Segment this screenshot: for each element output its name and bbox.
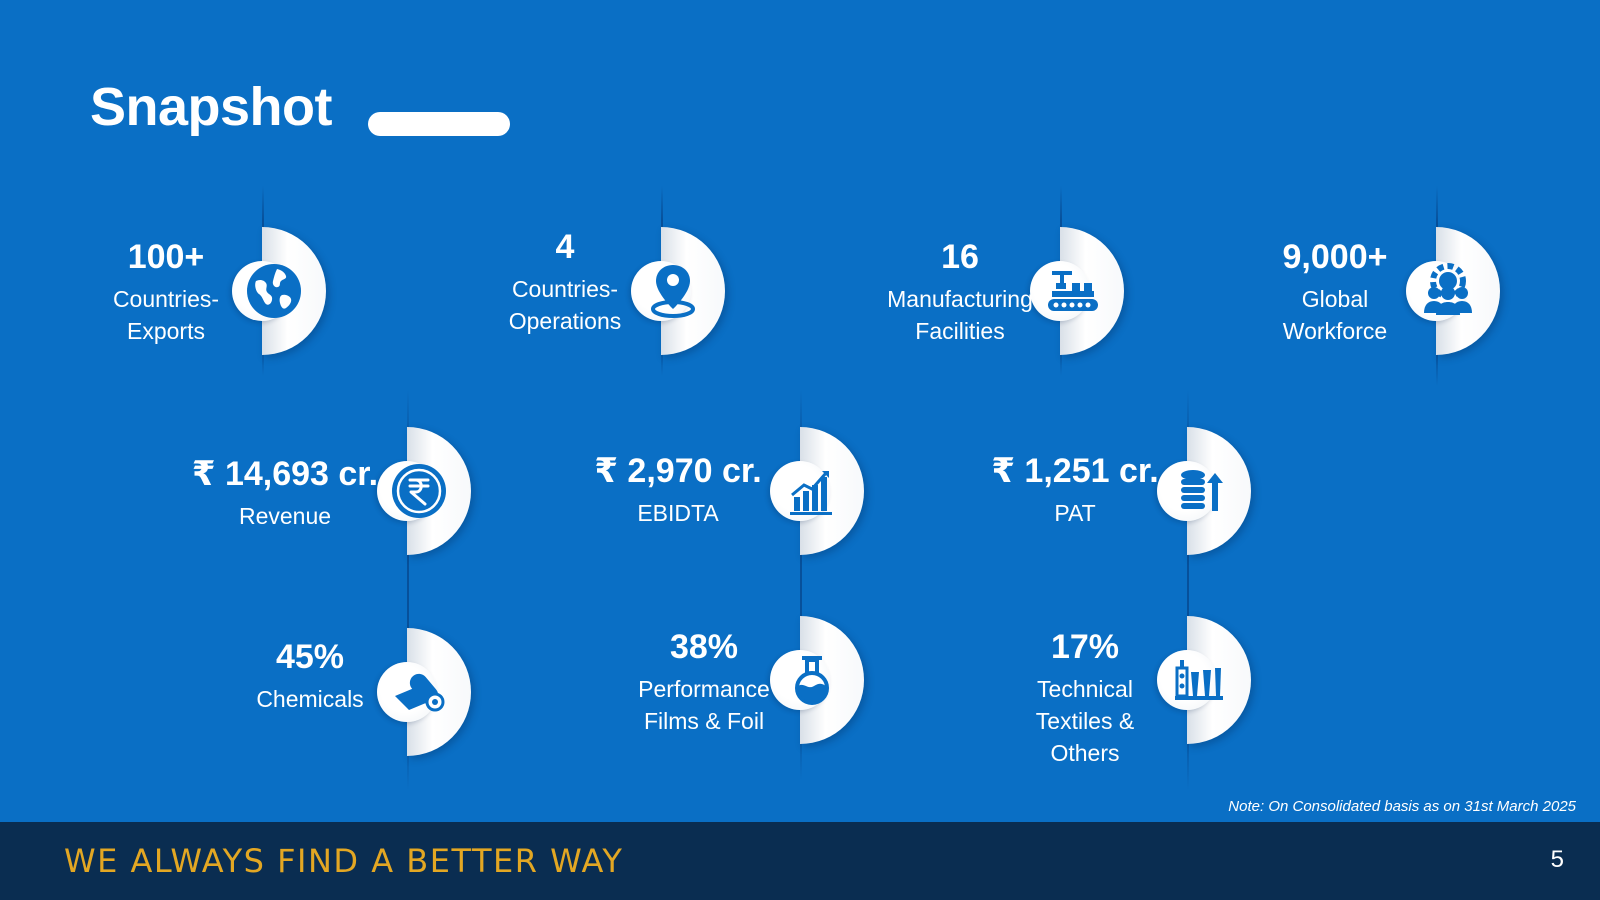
stat-performance-films-foil: 38% Performance Films & Foil — [604, 628, 804, 737]
globe-icon — [240, 257, 308, 325]
growth-chart-icon — [778, 457, 846, 525]
stat-value: ₹ 2,970 cr. — [594, 452, 762, 490]
icon-badge — [377, 628, 471, 756]
stat-value: 9,000+ — [1282, 238, 1388, 276]
stat-label: Countries- — [511, 276, 619, 303]
icon-badge — [1406, 227, 1500, 355]
icon-badge — [1157, 616, 1251, 744]
stat-value: 16 — [941, 238, 979, 276]
stat-global-workforce: 9,000+ Global Workforce — [1240, 238, 1430, 347]
stat-label: EBIDTA — [637, 500, 719, 527]
stat-label: Operations — [508, 308, 622, 335]
stat-label: Global — [1301, 286, 1369, 313]
page-number: 5 — [1550, 846, 1564, 873]
flask-icon — [778, 646, 846, 714]
stat-label: Textiles & — [1035, 708, 1135, 735]
divider-line — [1187, 390, 1189, 790]
stat-label: Facilities — [915, 318, 1005, 345]
stat-value: 17% — [1050, 628, 1120, 666]
stat-ebidta: ₹ 2,970 cr. EBIDTA — [578, 452, 778, 529]
icon-badge — [1157, 427, 1251, 555]
stat-label: PAT — [1054, 500, 1096, 527]
stat-value: 45% — [275, 638, 345, 676]
coin-stack-up-icon — [1165, 457, 1233, 525]
stat-label: Exports — [127, 318, 205, 345]
icon-badge — [1030, 227, 1124, 355]
stat-label: Countries- — [112, 286, 220, 313]
stat-value: ₹ 14,693 cr. — [191, 455, 379, 493]
stat-revenue: ₹ 14,693 cr. Revenue — [175, 455, 395, 532]
stat-value: ₹ 1,251 cr. — [991, 452, 1159, 490]
stat-manufacturing-facilities: 16 Manufacturing Facilities — [860, 238, 1060, 347]
divider-line — [800, 390, 802, 780]
stat-label: Performance — [638, 676, 770, 703]
footer-tagline: WE ALWAYS FIND A BETTER WAY — [64, 842, 624, 880]
textile-spools-icon — [1165, 646, 1233, 714]
rupee-coin-icon — [385, 457, 453, 525]
stat-label: Workforce — [1282, 318, 1388, 345]
film-roll-icon — [385, 658, 453, 726]
stat-label: Chemicals — [256, 686, 364, 713]
team-gear-icon — [1414, 257, 1482, 325]
stat-label: Films & Foil — [643, 708, 765, 735]
stat-value: 4 — [555, 228, 575, 266]
title-accent-bar — [368, 112, 510, 136]
icon-badge — [770, 427, 864, 555]
stat-label: Others — [1050, 740, 1120, 767]
stat-technical-textiles: 17% Technical Textiles & Others — [985, 628, 1185, 769]
stat-pat: ₹ 1,251 cr. PAT — [975, 452, 1175, 529]
footnote: Note: On Consolidated basis as on 31st M… — [1228, 798, 1576, 815]
page-title: Snapshot — [90, 77, 333, 137]
footer-bar: WE ALWAYS FIND A BETTER WAY 5 — [0, 822, 1600, 900]
stat-chemicals: 45% Chemicals — [220, 638, 400, 715]
stat-countries-operations: 4 Countries- Operations — [470, 228, 660, 337]
stat-label: Revenue — [238, 503, 332, 530]
icon-badge — [770, 616, 864, 744]
divider-line — [407, 390, 409, 790]
stat-countries-exports: 100+ Countries- Exports — [86, 238, 246, 347]
icon-badge — [377, 427, 471, 555]
stat-value: 100+ — [127, 238, 205, 276]
location-pin-icon — [639, 257, 707, 325]
icon-badge — [631, 227, 725, 355]
stat-value: 38% — [669, 628, 739, 666]
icon-badge — [232, 227, 326, 355]
conveyor-robot-icon — [1038, 257, 1106, 325]
stat-label: Technical — [1037, 676, 1133, 703]
stat-label: Manufacturing — [887, 286, 1033, 313]
